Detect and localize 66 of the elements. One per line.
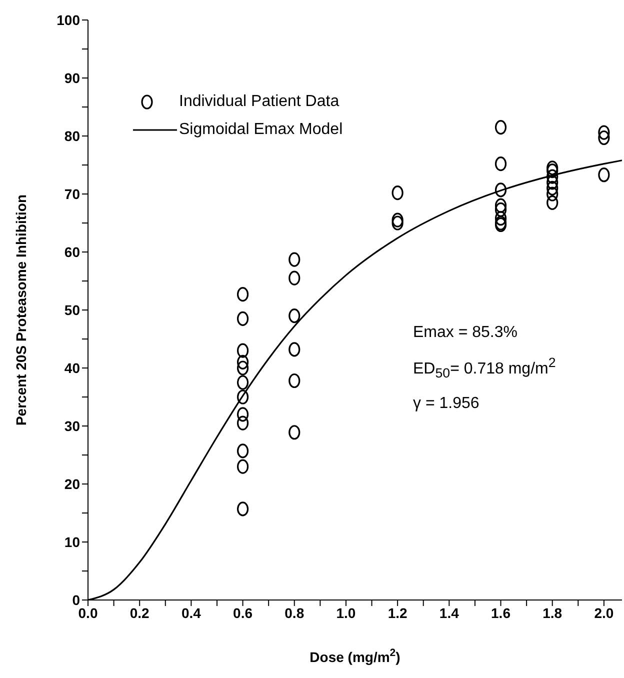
y-tick-label: 10 xyxy=(64,534,80,550)
point xyxy=(288,425,300,440)
point xyxy=(546,164,558,178)
point xyxy=(494,156,507,172)
point xyxy=(546,175,558,190)
point xyxy=(494,202,507,217)
x-axis-title: Dose (mg/m$^{2}$) xyxy=(310,647,400,665)
point xyxy=(288,308,300,324)
point xyxy=(494,182,507,198)
annotation: Emax = 85.3% xyxy=(413,323,518,343)
point xyxy=(236,287,249,302)
point xyxy=(236,416,249,430)
point xyxy=(236,459,249,474)
y-tick-label: 70 xyxy=(64,186,80,202)
point xyxy=(236,354,249,370)
y-tick-label: 50 xyxy=(64,302,80,318)
point xyxy=(392,216,404,230)
point xyxy=(494,211,507,226)
y-tick-label: 40 xyxy=(64,360,80,376)
x-tick-label: 1.2 xyxy=(388,604,408,621)
point xyxy=(288,270,300,286)
point xyxy=(546,195,558,210)
annotation: γ = 1.956 xyxy=(413,394,480,414)
point xyxy=(236,407,249,422)
y-tick-label: 90 xyxy=(64,70,80,86)
y-tick-label: 100 xyxy=(56,12,80,28)
y-tick-label: 20 xyxy=(64,476,80,492)
point xyxy=(288,373,300,388)
point xyxy=(236,390,249,404)
y-tick-label: 30 xyxy=(64,418,80,434)
point xyxy=(546,180,558,196)
y-tick-label: 80 xyxy=(64,128,80,144)
point xyxy=(598,168,610,182)
legend-label: Individual Patient Data xyxy=(179,92,340,112)
point xyxy=(598,130,610,146)
point xyxy=(236,444,249,458)
y-tick-label: 0 xyxy=(72,592,80,608)
point xyxy=(392,212,404,228)
x-tick-label: 0.8 xyxy=(284,604,304,621)
point xyxy=(236,502,249,516)
point xyxy=(236,360,249,376)
point xyxy=(546,169,558,184)
point xyxy=(288,342,300,357)
point xyxy=(546,186,558,202)
x-tick-label: 0.4 xyxy=(181,604,202,621)
point xyxy=(494,120,507,135)
x-tick-label: 1.0 xyxy=(336,604,356,621)
x-tick-label: 1.8 xyxy=(542,604,562,621)
legend-label: Sigmoidal Emax Model xyxy=(179,120,343,140)
point xyxy=(392,186,404,200)
point xyxy=(236,343,249,358)
point xyxy=(598,125,610,140)
point xyxy=(494,198,507,213)
point xyxy=(236,311,249,326)
x-tick-label: 0.6 xyxy=(233,604,253,621)
x-tick-label: 1.4 xyxy=(439,604,460,621)
x-tick-label: 0.2 xyxy=(130,604,150,621)
y-axis-title: Percent 20S Proteasome Inhibition xyxy=(13,194,29,426)
point xyxy=(288,252,300,267)
point xyxy=(236,375,249,390)
point xyxy=(546,160,558,176)
x-tick-label: 2.0 xyxy=(594,604,614,621)
y-tick-label: 60 xyxy=(64,244,80,260)
x-tick-label: 0.0 xyxy=(78,604,98,621)
x-tick-label: 1.6 xyxy=(491,604,511,621)
annotation: ED$_{50}$= 0.718 mg/m$^{2}$ xyxy=(413,354,556,383)
